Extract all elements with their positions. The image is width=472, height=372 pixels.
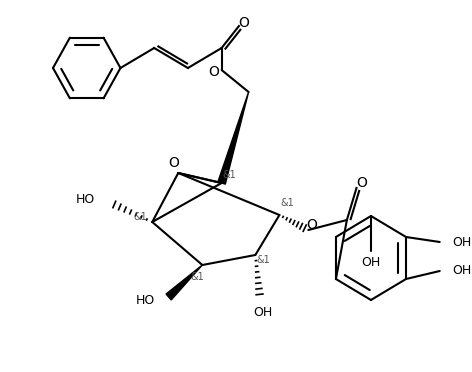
Text: &1: &1: [134, 212, 148, 222]
Text: HO: HO: [136, 295, 155, 308]
Text: OH: OH: [253, 305, 273, 318]
Text: &1: &1: [256, 255, 270, 265]
Polygon shape: [218, 92, 249, 184]
Text: O: O: [209, 65, 219, 79]
Text: &1: &1: [280, 198, 294, 208]
Text: OH: OH: [362, 257, 380, 269]
Text: OH: OH: [452, 235, 472, 248]
Text: HO: HO: [76, 192, 95, 205]
Text: O: O: [306, 218, 317, 232]
Text: O: O: [168, 156, 179, 170]
Text: O: O: [356, 176, 367, 190]
Text: OH: OH: [452, 264, 472, 278]
Text: &1: &1: [191, 272, 204, 282]
Text: &1: &1: [222, 170, 236, 180]
Text: O: O: [238, 16, 249, 30]
Polygon shape: [166, 265, 202, 300]
